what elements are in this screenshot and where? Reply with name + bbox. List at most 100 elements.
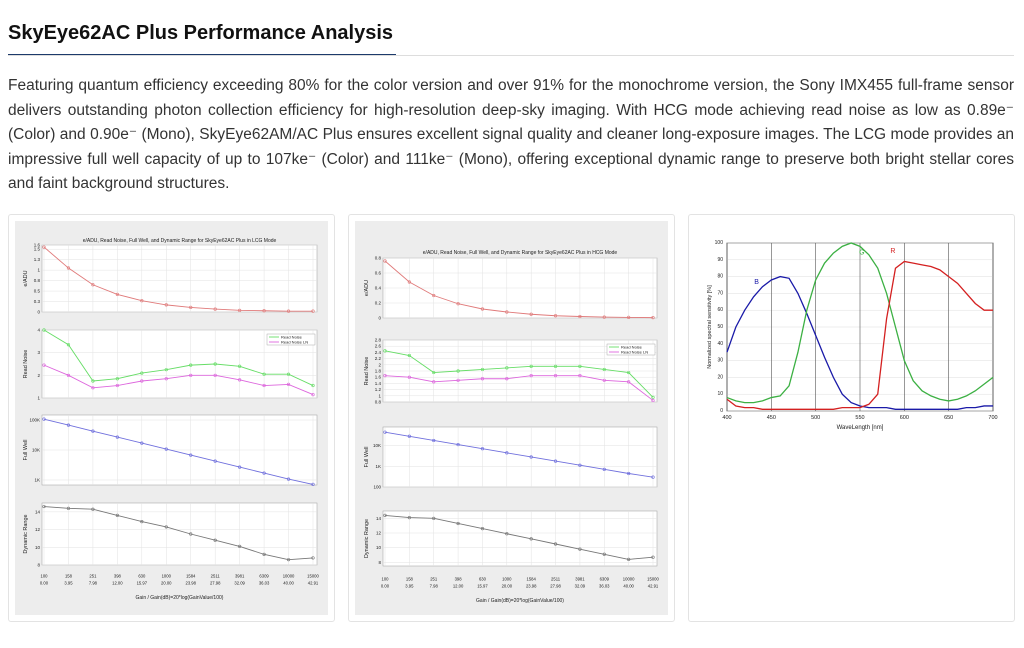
y-tick-label: 2.6 — [375, 344, 382, 349]
data-point — [432, 438, 436, 443]
y-tick-label: 1.6 — [34, 243, 41, 248]
data-point — [140, 520, 144, 524]
legend-label: Read Noise LN — [281, 340, 308, 345]
data-point — [262, 471, 266, 475]
x-tick-label: 2511 — [551, 577, 561, 582]
data-point — [480, 307, 485, 311]
data-point — [91, 507, 95, 511]
data-point — [213, 307, 217, 311]
data-point — [407, 353, 411, 358]
data-point — [505, 377, 509, 381]
x-tick-label: 398 — [455, 577, 463, 582]
y-tick-label: 2.4 — [375, 350, 382, 355]
data-point — [164, 447, 168, 451]
data-point — [602, 315, 606, 319]
data-point — [189, 373, 193, 377]
y-tick-label: 20 — [717, 374, 723, 380]
y-axis-label: Read Noise — [23, 350, 29, 379]
data-point — [553, 374, 558, 378]
data-point — [213, 538, 217, 542]
data-point — [456, 302, 460, 306]
x-tick-label: 500 — [811, 415, 820, 421]
y-tick-label: 100 — [715, 240, 724, 246]
data-point — [189, 532, 193, 536]
data-point — [602, 552, 606, 556]
data-point — [238, 544, 242, 549]
data-point — [91, 429, 95, 433]
y-axis-label: Full Well — [364, 447, 370, 468]
x-tick-sublabel: 15.97 — [137, 581, 148, 586]
x-tick-label: 6309 — [259, 574, 269, 579]
y-tick-label: 2 — [37, 373, 40, 378]
page-title: SkyEye62AC Plus Performance Analysis — [8, 22, 394, 44]
description: Featuring quantum efficiency exceeding 8… — [8, 77, 1014, 192]
data-point — [432, 370, 436, 375]
data-point — [311, 383, 315, 388]
y-tick-label: 1.4 — [375, 381, 382, 386]
series-line — [726, 260, 993, 410]
chart-card: e/ADU, Read Noise, Full Well, and Dynami… — [348, 214, 675, 622]
x-tick-label: 15000 — [307, 574, 319, 579]
data-point — [213, 373, 217, 377]
legend-label: Read Noise — [621, 345, 643, 350]
x-tick-sublabel: 40.00 — [623, 584, 634, 589]
y-tick-label: 14 — [35, 509, 41, 514]
series-line — [384, 375, 654, 401]
y-tick-label: 0.5 — [34, 289, 41, 294]
data-point — [480, 367, 485, 372]
x-tick-label: 1000 — [162, 574, 172, 579]
data-point — [529, 537, 533, 541]
data-point — [553, 314, 558, 318]
data-point — [602, 467, 606, 471]
x-tick-sublabel: 42.91 — [308, 581, 319, 586]
y-tick-label: 0.8 — [34, 278, 41, 283]
x-tick-label: 251 — [89, 574, 97, 579]
data-point — [578, 374, 582, 378]
series-line — [43, 364, 314, 396]
legend-label: Read Noise — [281, 335, 303, 340]
data-point — [311, 309, 315, 313]
data-point — [456, 442, 460, 447]
data-point — [529, 312, 533, 316]
data-point — [140, 379, 144, 383]
x-tick-sublabel: 15.97 — [477, 584, 488, 589]
y-tick-label: 14 — [376, 516, 382, 521]
y-tick-label: 8 — [37, 563, 40, 568]
data-point — [627, 315, 631, 319]
data-point — [115, 513, 119, 518]
panel — [41, 502, 318, 566]
data-point — [407, 280, 411, 284]
x-tick-sublabel: 3.95 — [64, 581, 73, 586]
data-point — [115, 292, 119, 297]
series-line — [43, 506, 314, 561]
y-tick-label: 1 — [378, 393, 381, 398]
x-tick-sublabel: 23.98 — [185, 581, 196, 586]
data-point — [213, 459, 217, 463]
data-point — [66, 373, 71, 377]
x-tick-label: 650 — [944, 415, 953, 421]
data-point — [407, 434, 411, 438]
data-point — [407, 375, 411, 379]
data-point — [578, 314, 582, 319]
y-tick-label: 1.8 — [375, 369, 382, 374]
x-tick-sublabel: 20.00 — [161, 581, 172, 586]
x-tick-sublabel: 27.98 — [550, 584, 561, 589]
x-tick-label: 450 — [767, 415, 776, 421]
data-point — [578, 364, 582, 368]
y-tick-label: 0.3 — [34, 299, 41, 304]
data-point — [505, 310, 509, 314]
x-tick-label: 700 — [988, 415, 997, 421]
x-tick-sublabel: 0.00 — [40, 581, 49, 586]
y-tick-label: 2.8 — [375, 338, 382, 343]
data-point — [238, 465, 242, 469]
data-point — [140, 299, 144, 303]
y-tick-label: 0.6 — [375, 271, 382, 276]
panel — [382, 510, 658, 567]
legend-box — [606, 343, 656, 356]
data-point — [286, 309, 291, 313]
y-tick-label: 10 — [35, 545, 41, 550]
y-axis-label: Dynamic Range — [23, 514, 29, 553]
y-tick-label: 10K — [32, 447, 40, 452]
data-point — [480, 527, 485, 531]
x-tick-label: 1584 — [527, 577, 537, 582]
